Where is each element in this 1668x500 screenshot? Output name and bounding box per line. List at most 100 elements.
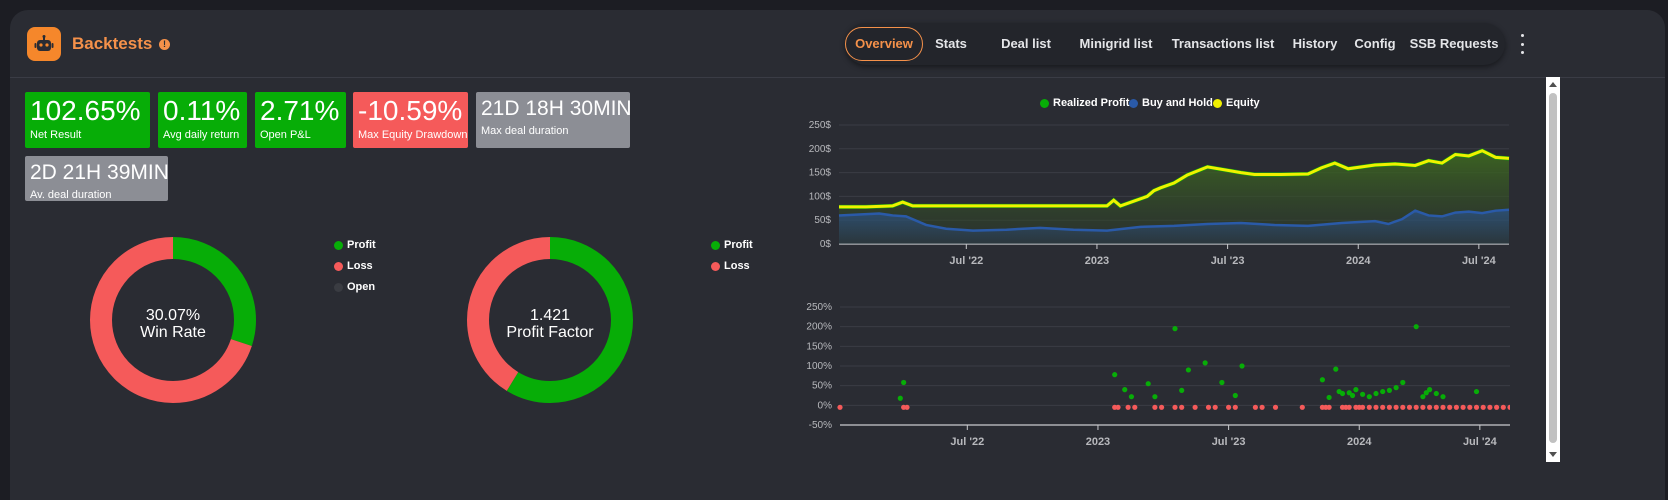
scatter-point-profit: [1353, 387, 1359, 393]
legend-realized-profit[interactable]: Realized Profit: [1040, 97, 1129, 109]
scatter-point-loss: [1433, 404, 1439, 410]
scatter-point-loss: [1380, 404, 1386, 410]
x-tick-label: 2023: [1086, 436, 1110, 448]
scatter-point-profit: [1400, 379, 1406, 386]
x-tick-label: Jul '22: [950, 436, 984, 448]
legend-label: Loss: [724, 260, 750, 272]
tab-bar: Overview Stats Deal list Minigrid list T…: [845, 23, 1505, 65]
scatter-point-loss: [1115, 404, 1121, 410]
buy-and-hold-dot-icon: [1129, 98, 1138, 108]
tab-minigrid-list[interactable]: Minigrid list: [1079, 36, 1153, 51]
scatter-point-loss: [1507, 404, 1510, 410]
open-dot-icon: [334, 282, 343, 292]
y-tick-label: 100%: [806, 361, 832, 372]
scatter-point-profit: [1423, 390, 1429, 396]
tab-transactions-list[interactable]: Transactions list: [1171, 36, 1275, 51]
scatter-point-profit: [1349, 392, 1356, 399]
scatter-point-loss: [1299, 404, 1305, 410]
tab-deal-list[interactable]: Deal list: [1001, 36, 1051, 51]
scatter-point-profit: [1202, 360, 1208, 366]
scatter-point-profit: [1440, 394, 1446, 400]
scatter-point-profit: [1413, 324, 1419, 330]
metric-label: Open P&L: [260, 129, 311, 141]
tab-config[interactable]: Config: [1354, 36, 1396, 51]
legend-loss[interactable]: Loss: [711, 260, 750, 272]
x-tick-label: Jul '23: [1211, 255, 1245, 267]
scatter-point-loss: [1473, 404, 1480, 410]
scatter-point-loss: [1125, 404, 1131, 410]
series-area-equity: [839, 150, 1509, 244]
donut-slice-loss[interactable]: [467, 237, 633, 403]
legend-profit[interactable]: Profit: [711, 239, 753, 251]
info-icon[interactable]: !: [159, 39, 170, 50]
scroll-thumb[interactable]: [1549, 93, 1557, 443]
scatter-point-loss: [1212, 404, 1218, 410]
metric-av-deal-duration: 2D 21H 39MIN Av. deal duration: [25, 156, 168, 201]
scroll-up-icon[interactable]: [1549, 82, 1557, 87]
legend-label: Realized Profit: [1053, 97, 1130, 109]
x-tick-label: 2024: [1346, 255, 1371, 267]
scatter-point-profit: [1473, 388, 1480, 395]
metric-label: Avg daily return: [163, 129, 240, 141]
header: Backtests ! Overview Stats Deal list Min…: [10, 10, 1665, 78]
scatter-point-profit: [1232, 392, 1238, 399]
scatter-point-loss: [1413, 404, 1419, 410]
scrollbar[interactable]: [1546, 77, 1560, 462]
scatter-point-profit: [1185, 367, 1191, 373]
donut-slice-loss[interactable]: [90, 237, 256, 403]
x-tick-label: Jul '24: [1462, 255, 1497, 267]
scatter-point-profit: [1128, 394, 1135, 400]
x-tick-label: Jul '24: [1463, 436, 1498, 448]
scatter-point-loss: [1252, 404, 1258, 410]
scatter-point-loss: [1447, 404, 1453, 410]
legend-equity[interactable]: Equity: [1213, 97, 1260, 109]
win-rate-label: Win Rate: [140, 324, 206, 341]
scatter-point-loss: [1480, 404, 1486, 410]
scatter-point-profit: [1373, 390, 1379, 397]
tab-overview[interactable]: Overview: [845, 27, 923, 61]
legend-loss[interactable]: Loss: [334, 260, 373, 272]
scatter-point-loss: [1226, 404, 1232, 410]
scatter-point-loss: [1179, 404, 1185, 410]
tab-history[interactable]: History: [1292, 36, 1338, 51]
scatter-point-profit: [1319, 377, 1325, 383]
scatter-point-loss: [1132, 404, 1138, 410]
scatter-point-profit: [1366, 394, 1372, 400]
scatter-point-profit: [1239, 363, 1245, 369]
equity-dot-icon: [1213, 98, 1222, 108]
scatter-point-loss: [1232, 404, 1238, 410]
metric-open-pnl: 2.71% Open P&L: [255, 92, 346, 148]
scatter-point-loss: [1205, 404, 1212, 410]
tab-ssb-requests[interactable]: SSB Requests: [1409, 36, 1499, 51]
scatter-point-profit: [1427, 387, 1433, 393]
scatter-point-loss: [1500, 404, 1506, 410]
scatter-point-loss: [1453, 404, 1459, 410]
y-tick-label: 250$: [809, 120, 832, 131]
scatter-point-profit: [1386, 387, 1392, 393]
legend-profit[interactable]: Profit: [334, 239, 376, 251]
legend-buy-and-hold[interactable]: Buy and Hold: [1129, 97, 1213, 109]
scatter-point-loss: [1440, 404, 1446, 410]
more-options-icon[interactable]: [1515, 34, 1529, 54]
scroll-down-icon[interactable]: [1549, 452, 1557, 457]
scatter-point-loss: [1420, 404, 1426, 410]
scatter-point-loss: [1259, 404, 1265, 410]
metric-max-equity-drawdown: -10.59% Max Equity Drawdown: [353, 92, 468, 148]
metric-value: 2D 21H 39MIN: [30, 161, 168, 184]
scatter-point-profit: [1393, 385, 1399, 391]
scatter-point-profit: [1333, 366, 1339, 372]
y-tick-label: 100$: [809, 191, 832, 202]
scatter-point-profit: [897, 395, 903, 401]
tab-stats[interactable]: Stats: [935, 36, 967, 51]
scatter-point-profit: [1112, 372, 1118, 378]
profit-dot-icon: [334, 240, 343, 250]
scatter-point-loss: [1192, 404, 1198, 410]
deal-profit-scatter: 250% 200% 150% 100% 50% 0% -50% Jul '22 2023 Jul …: [806, 302, 1510, 448]
scatter-point-loss: [904, 404, 910, 410]
legend-open[interactable]: Open: [334, 281, 375, 293]
scatter-point-profit: [1433, 390, 1439, 397]
scatter-point-profit: [1179, 387, 1185, 393]
metric-value: 0.11%: [163, 95, 241, 126]
y-tick-label: 150%: [806, 341, 832, 352]
scatter-point-loss: [1460, 404, 1466, 410]
